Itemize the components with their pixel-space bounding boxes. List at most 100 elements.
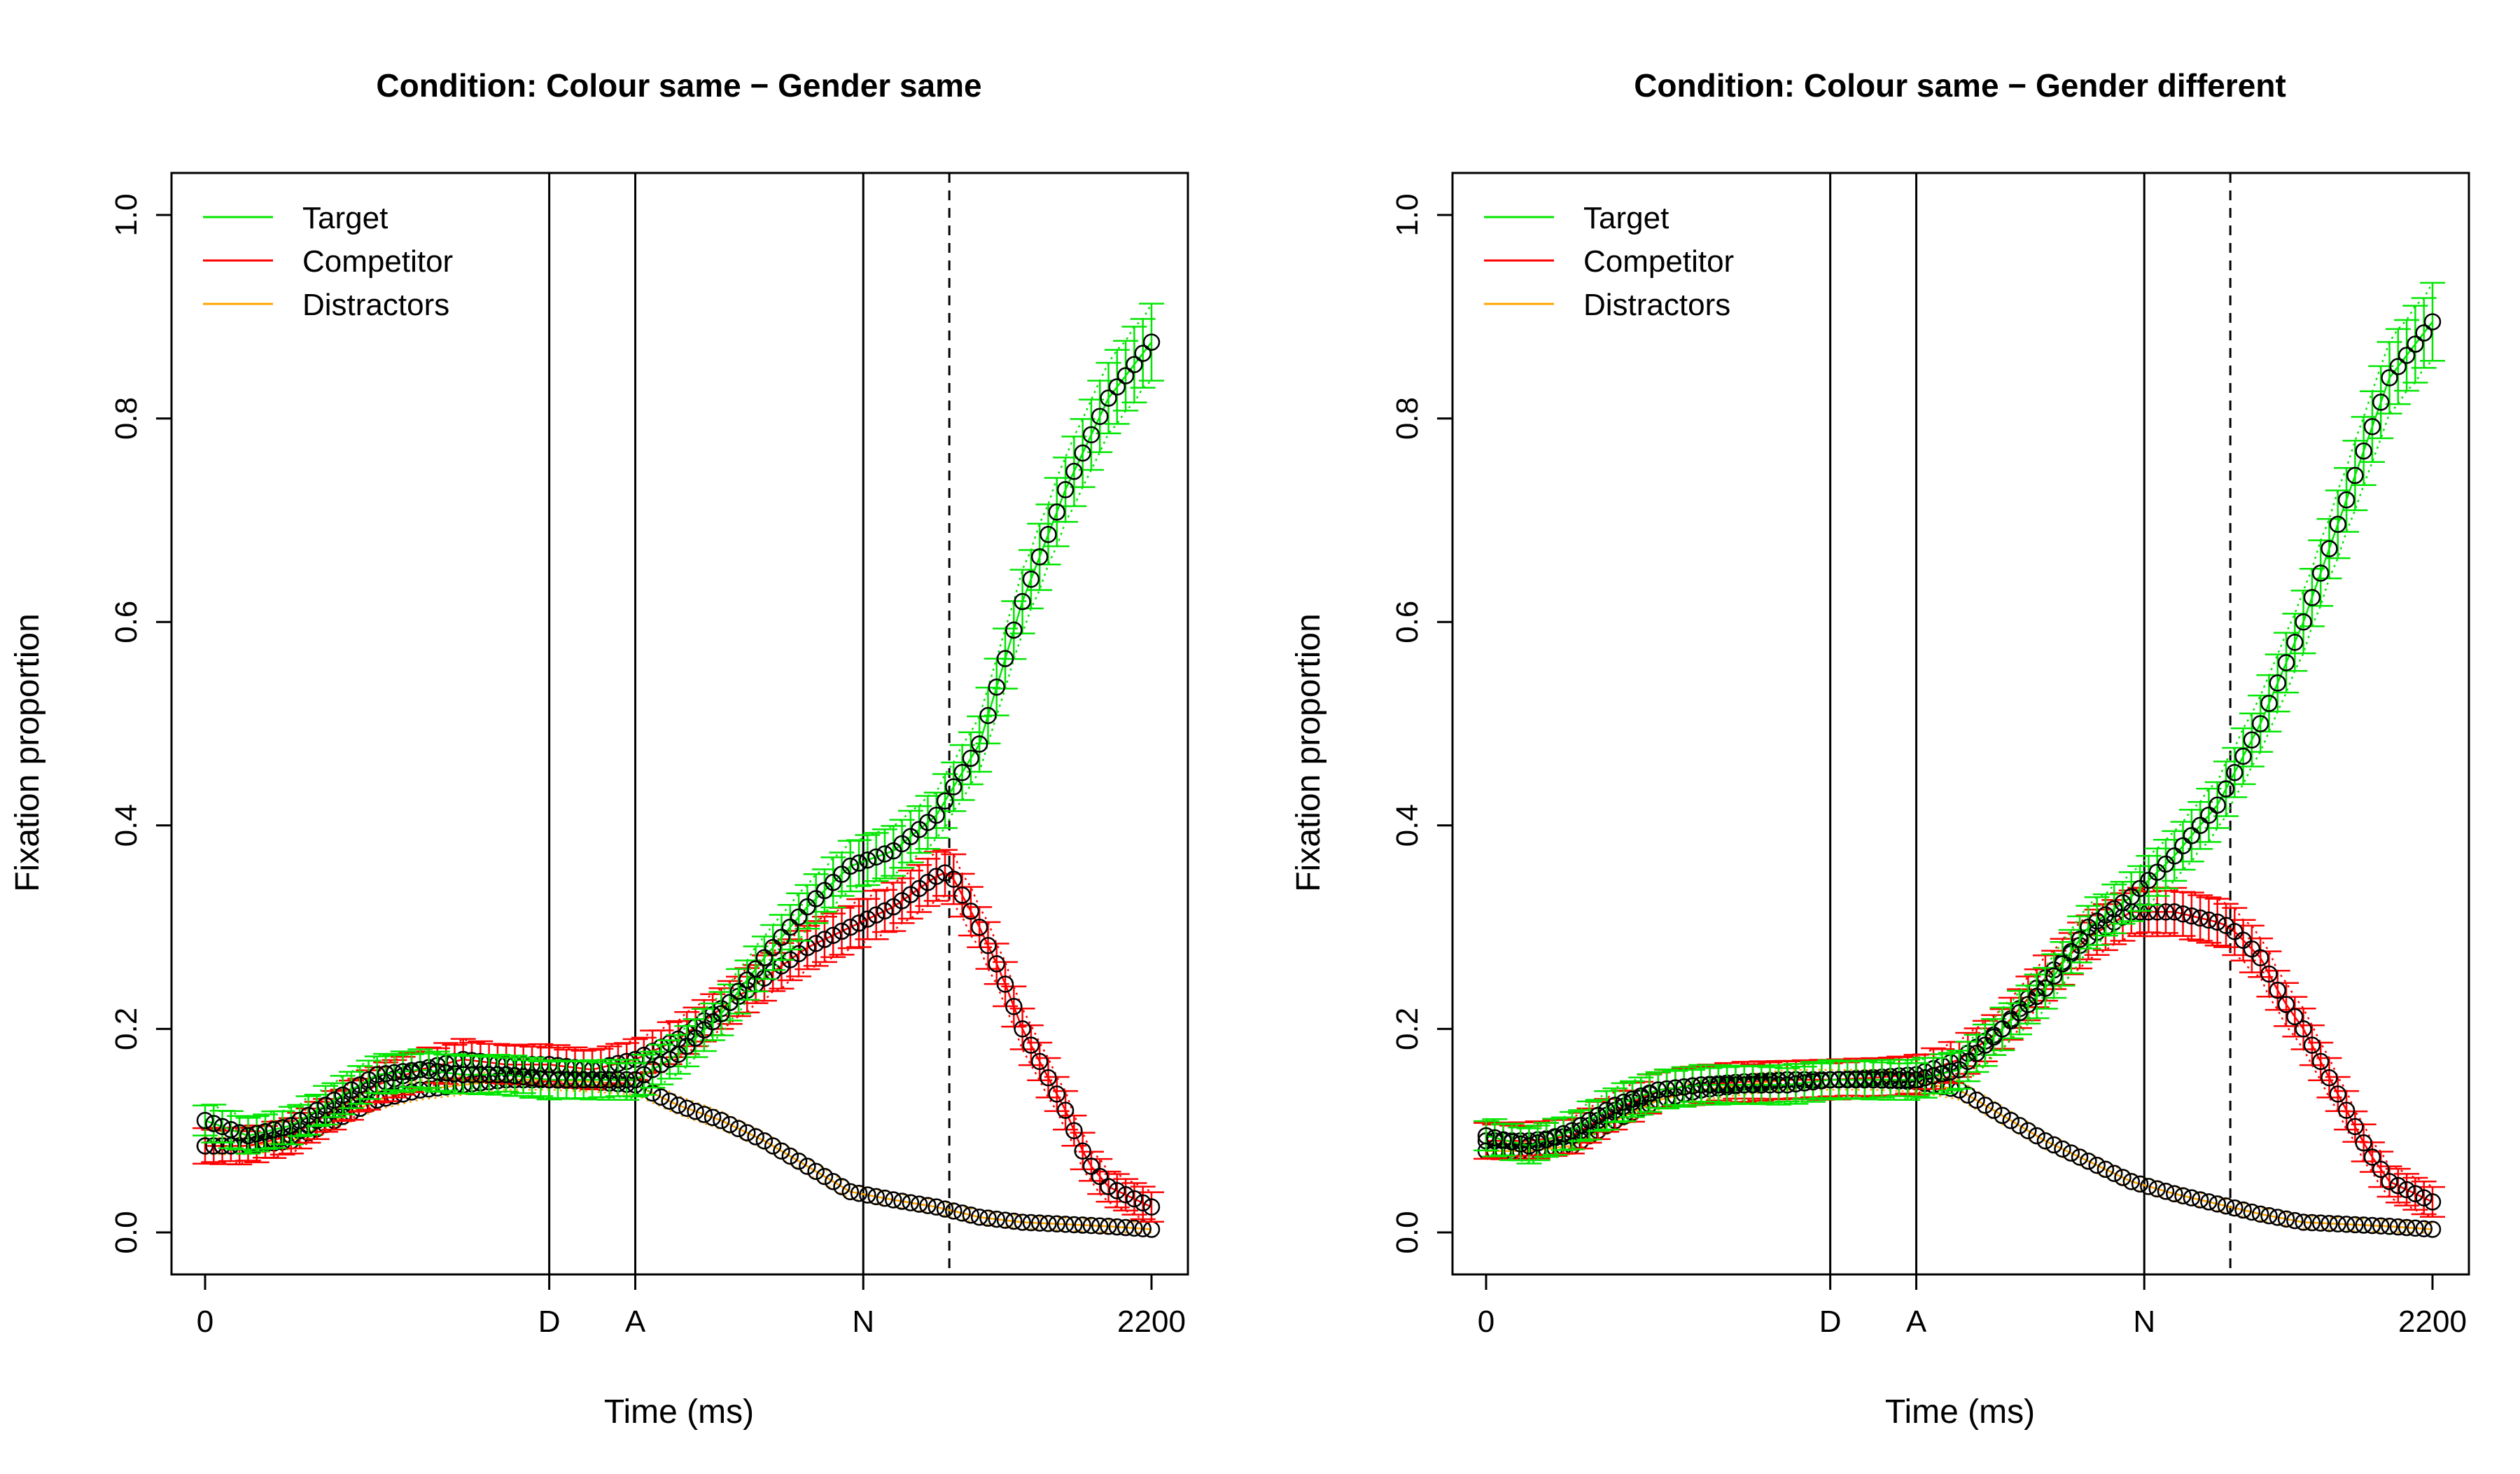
data-point [2337, 491, 2356, 509]
data-point [2355, 1216, 2372, 1234]
data-point [919, 1197, 937, 1214]
data-point [601, 1071, 618, 1089]
legend-distractors-label: Distractors [302, 288, 449, 322]
data-point [2122, 1173, 2141, 1190]
data-point [1994, 1106, 2011, 1125]
data-point [274, 1119, 291, 1136]
data-point [867, 1188, 885, 1206]
y-tick-label-0-8: 0.8 [109, 397, 144, 440]
data-point [1847, 1071, 1865, 1089]
legend-competitor-label: Competitor [1583, 244, 1734, 279]
data-point [1675, 1078, 1693, 1096]
data-point [2174, 1187, 2192, 1204]
data-point [2346, 1118, 2364, 1136]
data-point [1014, 1020, 1031, 1038]
data-point [2002, 1111, 2019, 1129]
data-point [2243, 1203, 2261, 1221]
data-point [1091, 1167, 1109, 1186]
data-point [661, 1050, 678, 1069]
data-point [2423, 1221, 2442, 1238]
data-point [394, 1063, 412, 1080]
data-point [1778, 1076, 1796, 1094]
data-point [1056, 1216, 1074, 1233]
data-point [833, 922, 850, 940]
data-point [2183, 907, 2201, 925]
data-point [1014, 1214, 1031, 1231]
data-point [953, 887, 971, 904]
data-point [2217, 780, 2235, 798]
data-point [2200, 807, 2218, 824]
data-point [841, 1183, 860, 1201]
data-point [2096, 906, 2115, 924]
data-point [2286, 1008, 2304, 1026]
data-point [2337, 1216, 2356, 1233]
data-point [2320, 540, 2338, 557]
data-point [876, 902, 894, 920]
data-point [824, 1173, 842, 1190]
data-point [1709, 1076, 1728, 1094]
data-point [2407, 1219, 2424, 1237]
data-point [1976, 1097, 1994, 1114]
data-point [2191, 909, 2209, 927]
data-point [1074, 444, 1091, 462]
data-point [902, 1194, 920, 1211]
data-point [1701, 1076, 1718, 1094]
data-point [532, 1070, 550, 1087]
data-point [1108, 1182, 1126, 1200]
data-point [970, 1208, 988, 1226]
data-point [256, 1122, 274, 1141]
data-point [979, 707, 997, 725]
data-point [2355, 442, 2372, 460]
data-point [1116, 1218, 1135, 1237]
y-axis: 0.0 0.2 0.4 0.6 0.8 1.0 [1390, 193, 1454, 1254]
legend-competitor-label: Competitor [302, 244, 453, 279]
data-point [2286, 1211, 2304, 1230]
data-point [1907, 1071, 1925, 1089]
data-point [1082, 1216, 1100, 1235]
data-point [248, 1125, 265, 1143]
data-point [1082, 426, 1100, 444]
data-point [893, 1193, 911, 1210]
data-point [575, 1071, 593, 1089]
data-point [1065, 1122, 1083, 1139]
data-point [1546, 1128, 1564, 1146]
data-point [1100, 1178, 1117, 1195]
data-point [2243, 940, 2261, 958]
data-point [1040, 1214, 1057, 1232]
data-point [979, 937, 997, 954]
data-point [412, 1061, 429, 1078]
data-point [2217, 917, 2235, 934]
data-point [902, 886, 920, 903]
data-point [540, 1071, 558, 1089]
data-point [282, 1117, 300, 1134]
data-point [885, 1191, 902, 1209]
data-point [678, 1099, 696, 1117]
data-point [2303, 1214, 2321, 1232]
data-point [927, 807, 945, 824]
data-point [2045, 1136, 2063, 1154]
data-point [1074, 1216, 1091, 1234]
data-point [1108, 1218, 1126, 1236]
data-point [1632, 1087, 1650, 1105]
data-point [1649, 1081, 1667, 1099]
data-point [1890, 1071, 1908, 1089]
data-point [1864, 1071, 1882, 1089]
data-point [721, 1115, 738, 1134]
x-tick-label-a: A [1906, 1305, 1927, 1339]
data-point [996, 1211, 1014, 1229]
data-point [2217, 1197, 2235, 1215]
data-point [2105, 1164, 2123, 1182]
data-point [2415, 324, 2432, 342]
data-point [2191, 816, 2209, 835]
data-point [2269, 674, 2287, 692]
chart-left: Condition: Colour same − Gender same Tim… [9, 67, 1189, 1431]
data-point [2183, 827, 2201, 844]
data-point [2381, 1218, 2398, 1235]
y-axis: 0.0 0.2 0.4 0.6 0.8 1.0 [109, 193, 173, 1254]
data-point [1856, 1071, 1874, 1089]
data-point [1022, 1214, 1040, 1232]
data-point [316, 1097, 335, 1114]
data-point [2363, 1216, 2381, 1235]
data-point [979, 1209, 997, 1227]
data-point [1581, 1111, 1598, 1129]
